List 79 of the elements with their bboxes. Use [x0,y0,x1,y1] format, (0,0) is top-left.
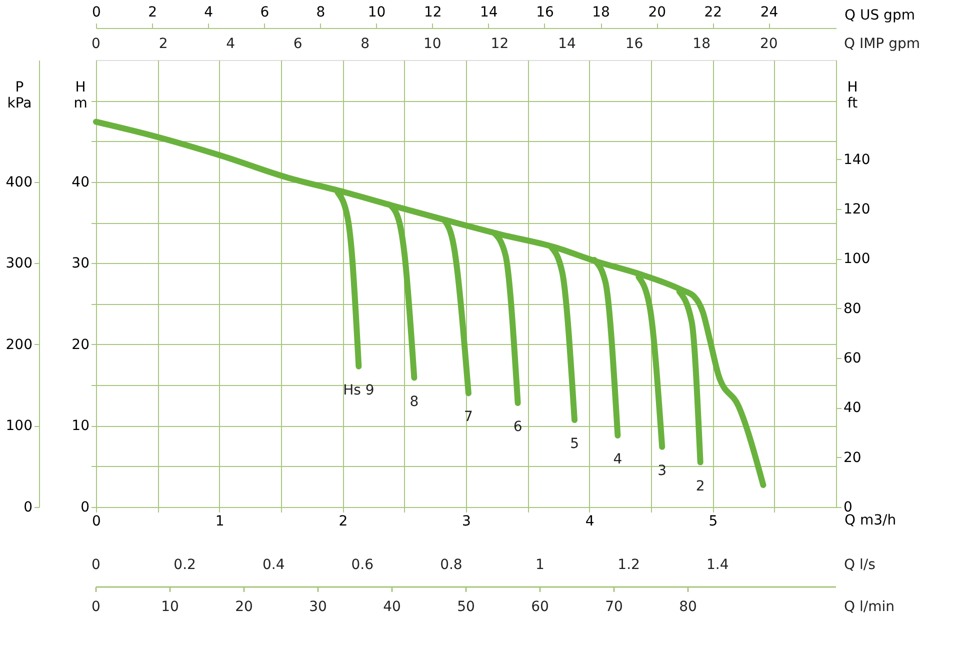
text: 20 [760,36,778,52]
series-label: 2 [696,478,705,494]
text: 60 [531,599,549,615]
x2-tick-label: 8 [316,4,326,20]
y2-axis-title: H ft [847,80,858,112]
text: 40 [383,599,401,615]
x2-tick-label: 12 [424,4,442,20]
text: 4 [226,36,236,52]
series-label: Hs 9 [343,382,374,398]
text: 0 [92,557,100,573]
text: 0.2 [174,557,196,573]
x2-tick-label: 4 [204,4,214,20]
text: 14 [558,36,576,52]
text: Q l/min [844,599,894,615]
text: 50 [457,599,475,615]
text: 12 [490,36,509,52]
text: 30 [309,599,327,615]
series-label: 4 [613,451,622,468]
y2-tick-label: 20 [844,450,862,466]
y2-tick-label: 120 [844,202,870,218]
y2-tick-label: 40 [844,400,862,416]
text: 10 [424,36,442,52]
y-axis-title: H m [74,80,88,112]
y-tick-label: 40 [72,174,90,190]
y3-tick-label: 100 [6,418,32,434]
x-tick-label: 3 [462,514,471,530]
x-tick-label: 4 [585,514,594,530]
series-label: 8 [410,394,419,410]
y2-tick-label: 80 [844,300,862,317]
x2-tick-label: 2 [148,4,158,20]
text: 0 [92,36,100,52]
text: 18 [692,36,710,52]
text: 0.6 [351,557,374,573]
text: 1 [536,557,544,573]
x-tick-label: 2 [338,514,348,530]
x2-tick-label: 24 [760,4,778,20]
y2-tick-label: 100 [844,251,870,268]
text: Q l/s [844,557,876,573]
y-tick-label: 30 [72,256,90,272]
text: 6 [293,36,302,52]
y3-tick-label: 400 [6,174,32,190]
x2-axis-title: Q US gpm [844,8,915,24]
series-label: 5 [570,436,579,452]
x-tick-label: 0 [92,514,101,530]
text: 80 [679,599,697,615]
text: 70 [605,599,623,615]
x2-tick-label: 16 [536,4,554,20]
series-label: 3 [658,462,667,479]
text: 10 [161,599,179,615]
y3-axis-title: P kPa [7,80,32,112]
x2-tick-label: 20 [648,4,666,20]
x-axis-title: Q m3/h [844,512,896,528]
y-tick-label: 20 [72,336,90,353]
text: 0.4 [262,557,285,573]
y-tick-label: 10 [72,418,90,434]
y-tick-label: 0 [80,500,90,516]
text: 0.8 [440,557,462,573]
x-tick-label: 1 [215,514,224,530]
y3-tick-label: 200 [6,336,32,353]
text: 20 [235,599,253,615]
y2-tick-label: 140 [844,152,870,168]
y3-tick-label: 0 [24,500,32,516]
text: 1.2 [618,557,640,573]
text: 16 [625,36,644,52]
text: 0 [92,599,100,615]
x2-tick-label: 22 [704,4,722,20]
y3-tick-label: 300 [6,256,32,272]
text: Q IMP gpm [844,36,920,52]
x-tick-label: 5 [708,514,718,530]
x2-tick-label: 18 [592,4,610,20]
text: 8 [360,36,370,52]
x2-tick-label: 10 [368,4,386,20]
text: 2 [158,36,168,52]
x2-tick-label: 6 [260,4,270,20]
x2-tick-label: 14 [480,4,498,20]
y2-tick-label: 60 [844,350,862,366]
text: 1.4 [706,557,729,573]
y2-tick-label: 0 [844,500,852,516]
x2-tick-label: 0 [92,4,101,20]
